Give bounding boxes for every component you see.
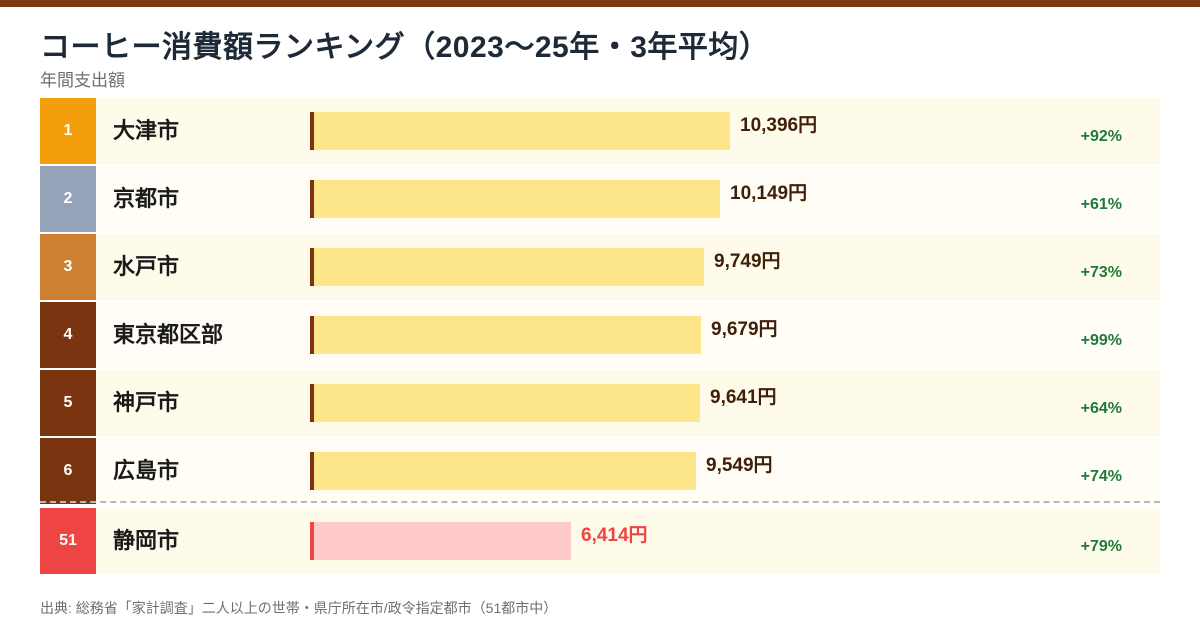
top-stripe — [0, 0, 1200, 7]
ranking-row: 3 水戸市 9,749円 +73% — [40, 234, 1160, 300]
value-label: 6,414円 — [581, 525, 648, 546]
bar-accent — [310, 316, 314, 354]
bar-accent — [310, 452, 314, 490]
change-label: +73% — [1080, 264, 1122, 281]
chart-subtitle: 年間支出額 — [40, 71, 125, 90]
value-bar — [314, 180, 720, 218]
bar-accent — [310, 248, 314, 286]
bar-accent — [310, 384, 314, 422]
source-note: 出典: 総務省「家計調査」二人以上の世帯・県庁所在市/政令指定都市（51都市中） — [40, 600, 558, 616]
city-name: 広島市 — [113, 458, 180, 483]
change-label: +99% — [1080, 332, 1122, 349]
ranking-row: 5 神戸市 9,641円 +64% — [40, 370, 1160, 436]
value-label: 9,641円 — [710, 387, 777, 408]
ranking-row: 2 京都市 10,149円 +61% — [40, 166, 1160, 232]
rank-badge: 5 — [40, 370, 96, 436]
value-label: 10,149円 — [730, 183, 808, 204]
value-label: 9,679円 — [711, 319, 778, 340]
bar-accent — [310, 112, 314, 150]
ranking-row: 51 静岡市 6,414円 +79% — [40, 508, 1160, 574]
rank-badge: 1 — [40, 98, 96, 164]
chart-title: コーヒー消費額ランキング（2023〜25年・3年平均） — [40, 31, 770, 64]
change-label: +79% — [1080, 538, 1122, 555]
value-bar — [314, 452, 696, 490]
change-label: +61% — [1080, 196, 1122, 213]
bar-accent — [310, 180, 314, 218]
change-label: +74% — [1080, 468, 1122, 485]
highlight-divider — [40, 501, 1160, 503]
city-name: 京都市 — [113, 186, 180, 211]
ranking-row: 4 東京都区部 9,679円 +99% — [40, 302, 1160, 368]
value-bar — [314, 112, 730, 150]
value-label: 9,549円 — [706, 455, 773, 476]
city-name: 神戸市 — [113, 390, 180, 415]
change-label: +92% — [1080, 128, 1122, 145]
value-bar — [314, 522, 571, 560]
bar-accent — [310, 522, 314, 560]
ranking-row: 6 広島市 9,549円 +74% — [40, 438, 1160, 504]
city-name: 水戸市 — [113, 254, 180, 279]
rank-badge: 6 — [40, 438, 96, 504]
city-name: 東京都区部 — [113, 322, 224, 347]
value-label: 10,396円 — [740, 115, 818, 136]
value-bar — [314, 248, 704, 286]
city-name: 静岡市 — [113, 528, 180, 553]
value-bar — [314, 384, 700, 422]
rank-badge: 3 — [40, 234, 96, 300]
value-bar — [314, 316, 701, 354]
rank-badge: 4 — [40, 302, 96, 368]
change-label: +64% — [1080, 400, 1122, 417]
city-name: 大津市 — [113, 118, 180, 143]
rank-badge: 51 — [40, 508, 96, 574]
value-label: 9,749円 — [714, 251, 781, 272]
rank-badge: 2 — [40, 166, 96, 232]
row-background — [40, 508, 1160, 574]
ranking-row: 1 大津市 10,396円 +92% — [40, 98, 1160, 164]
